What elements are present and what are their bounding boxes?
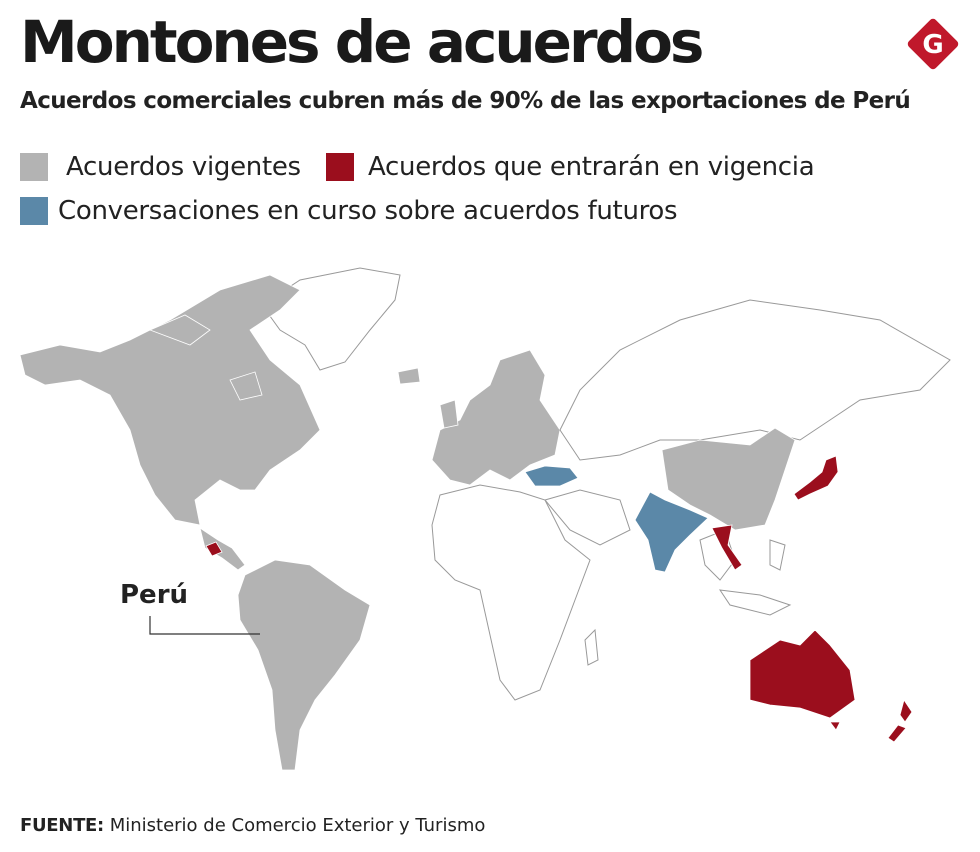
- legend-swatch: [326, 153, 354, 181]
- title: Montones de acuerdos: [20, 8, 704, 76]
- uk: [439, 399, 459, 429]
- source-text: Ministerio de Comercio Exterior y Turism…: [109, 815, 486, 836]
- russia: [559, 299, 951, 461]
- map-label: Perú: [120, 580, 189, 610]
- legend-item: Conversaciones en curso sobre acuerdos f…: [20, 196, 678, 226]
- australia: [749, 629, 856, 719]
- turkey: [524, 465, 579, 487]
- japan: [793, 455, 839, 501]
- world-map: [19, 267, 951, 771]
- legend-item: Acuerdos que entrarán en vigencia: [326, 152, 815, 182]
- tasmania: [829, 721, 841, 731]
- middle-east: [544, 489, 631, 546]
- legend-label: Acuerdos vigentes: [66, 152, 301, 182]
- logo-letter: G: [922, 30, 943, 60]
- islands: [148, 314, 421, 401]
- india: [634, 491, 709, 573]
- legend-label: Conversaciones en curso sobre acuerdos f…: [58, 196, 678, 226]
- madagascar: [584, 628, 599, 666]
- legend-label: Acuerdos que entrarán en vigencia: [368, 152, 815, 182]
- china: [661, 427, 796, 531]
- source: FUENTE: Ministerio de Comercio Exterior …: [20, 815, 485, 836]
- africa: [431, 484, 591, 701]
- central-america-new: [205, 541, 223, 557]
- vietnam: [711, 524, 743, 571]
- europe: [431, 349, 561, 486]
- north-america: [19, 274, 321, 526]
- new-zealand: [887, 699, 913, 743]
- central-america: [199, 527, 246, 571]
- legend-swatch: [20, 197, 48, 225]
- southeast-asia: [699, 529, 792, 616]
- subtitle: Acuerdos comerciales cubren más de 90% d…: [20, 88, 911, 114]
- legend-swatch: [20, 153, 48, 181]
- legend-item: Acuerdos vigentes: [20, 152, 301, 182]
- source-prefix: FUENTE:: [20, 815, 104, 836]
- callout-line: [149, 616, 260, 635]
- south-america: [237, 559, 371, 771]
- logo: G: [907, 18, 959, 70]
